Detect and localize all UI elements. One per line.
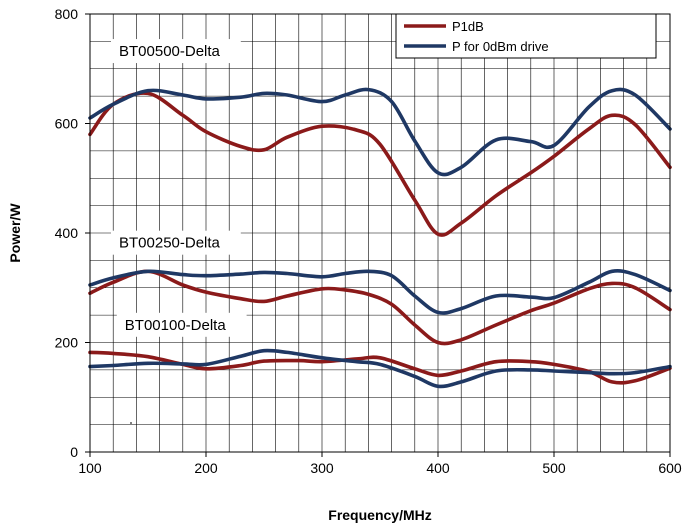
group-label-background bbox=[116, 312, 247, 337]
x-axis-title: Frequency/MHz bbox=[328, 507, 431, 523]
group-label: BT00500-Delta bbox=[119, 43, 221, 60]
group-label-background bbox=[111, 39, 241, 64]
x-tick-label: 600 bbox=[658, 460, 682, 476]
group-label: BT00100-Delta bbox=[125, 317, 227, 334]
group-label: BT00250-Delta bbox=[119, 235, 221, 252]
series-layer bbox=[88, 87, 672, 389]
group-labels: BT00500-Delta BT00250-Delta BT00100-Delta bbox=[111, 39, 247, 337]
y-tick-label: 800 bbox=[55, 6, 79, 22]
axis-ticks: 100 200 300 400 500 600 0 200 400 600 800 bbox=[55, 6, 682, 476]
x-tick-label: 300 bbox=[310, 460, 334, 476]
group-label-background bbox=[111, 230, 241, 255]
series-line-bt00250-delta-p-for-0dbm-drive bbox=[88, 269, 672, 315]
x-tick-label: 100 bbox=[78, 460, 102, 476]
series-line-bt00500-delta-p1db bbox=[88, 91, 672, 237]
series-line-bt00500-delta-p-for-0dbm-drive bbox=[88, 87, 672, 177]
legend-label: P for 0dBm drive bbox=[452, 39, 549, 54]
y-tick-label: 0 bbox=[70, 444, 78, 460]
series-line-bt00250-delta-p1db bbox=[88, 269, 672, 346]
x-tick-label: 400 bbox=[426, 460, 450, 476]
y-axis-title: Power/W bbox=[7, 203, 23, 263]
x-tick-label: 200 bbox=[194, 460, 218, 476]
legend-box bbox=[395, 13, 657, 59]
y-tick-label: 200 bbox=[55, 335, 79, 351]
x-tick-label: 500 bbox=[542, 460, 566, 476]
legend-label: P1dB bbox=[452, 19, 484, 34]
series-line-bt00100-delta-p-for-0dbm-drive bbox=[88, 348, 672, 389]
legend: P1dB P for 0dBm drive bbox=[395, 13, 657, 59]
y-tick-label: 600 bbox=[55, 116, 79, 132]
y-tick-label: 400 bbox=[55, 225, 79, 241]
series-line-bt00100-delta-p1db bbox=[88, 350, 672, 385]
